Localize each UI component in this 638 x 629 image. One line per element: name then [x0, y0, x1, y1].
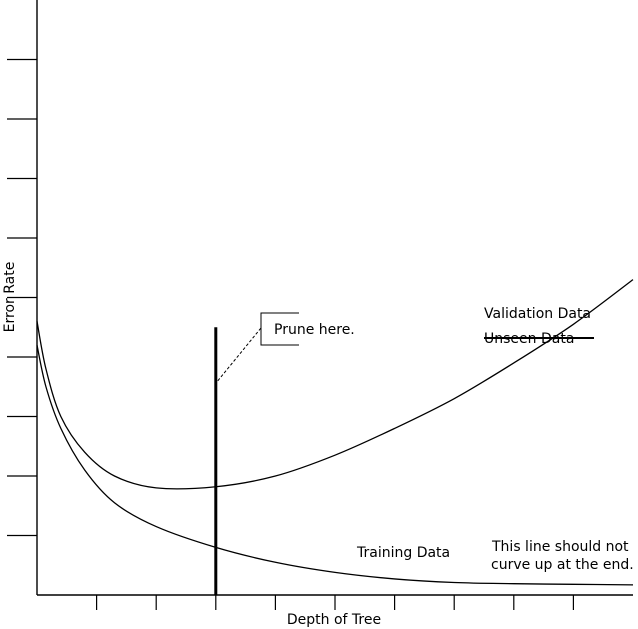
validation-data-label: Validation Data [484, 306, 591, 322]
prune-label: Prune here. [274, 322, 355, 338]
note-line-1: This line should not [491, 539, 629, 555]
prune-callout-leader [217, 326, 263, 382]
y-axis-title: Error Rate [2, 262, 18, 333]
x-axis-ticks [95, 595, 575, 610]
training-data-label: Training Data [356, 545, 450, 561]
series-training-data-line [36, 344, 634, 586]
x-axis-title: Depth of Tree [287, 612, 381, 628]
series-validation-data-line [36, 279, 634, 490]
y-axis-ticks [7, 58, 37, 537]
prune-callout-box [260, 312, 299, 346]
note-line-2: curve up at the end. [491, 557, 634, 573]
